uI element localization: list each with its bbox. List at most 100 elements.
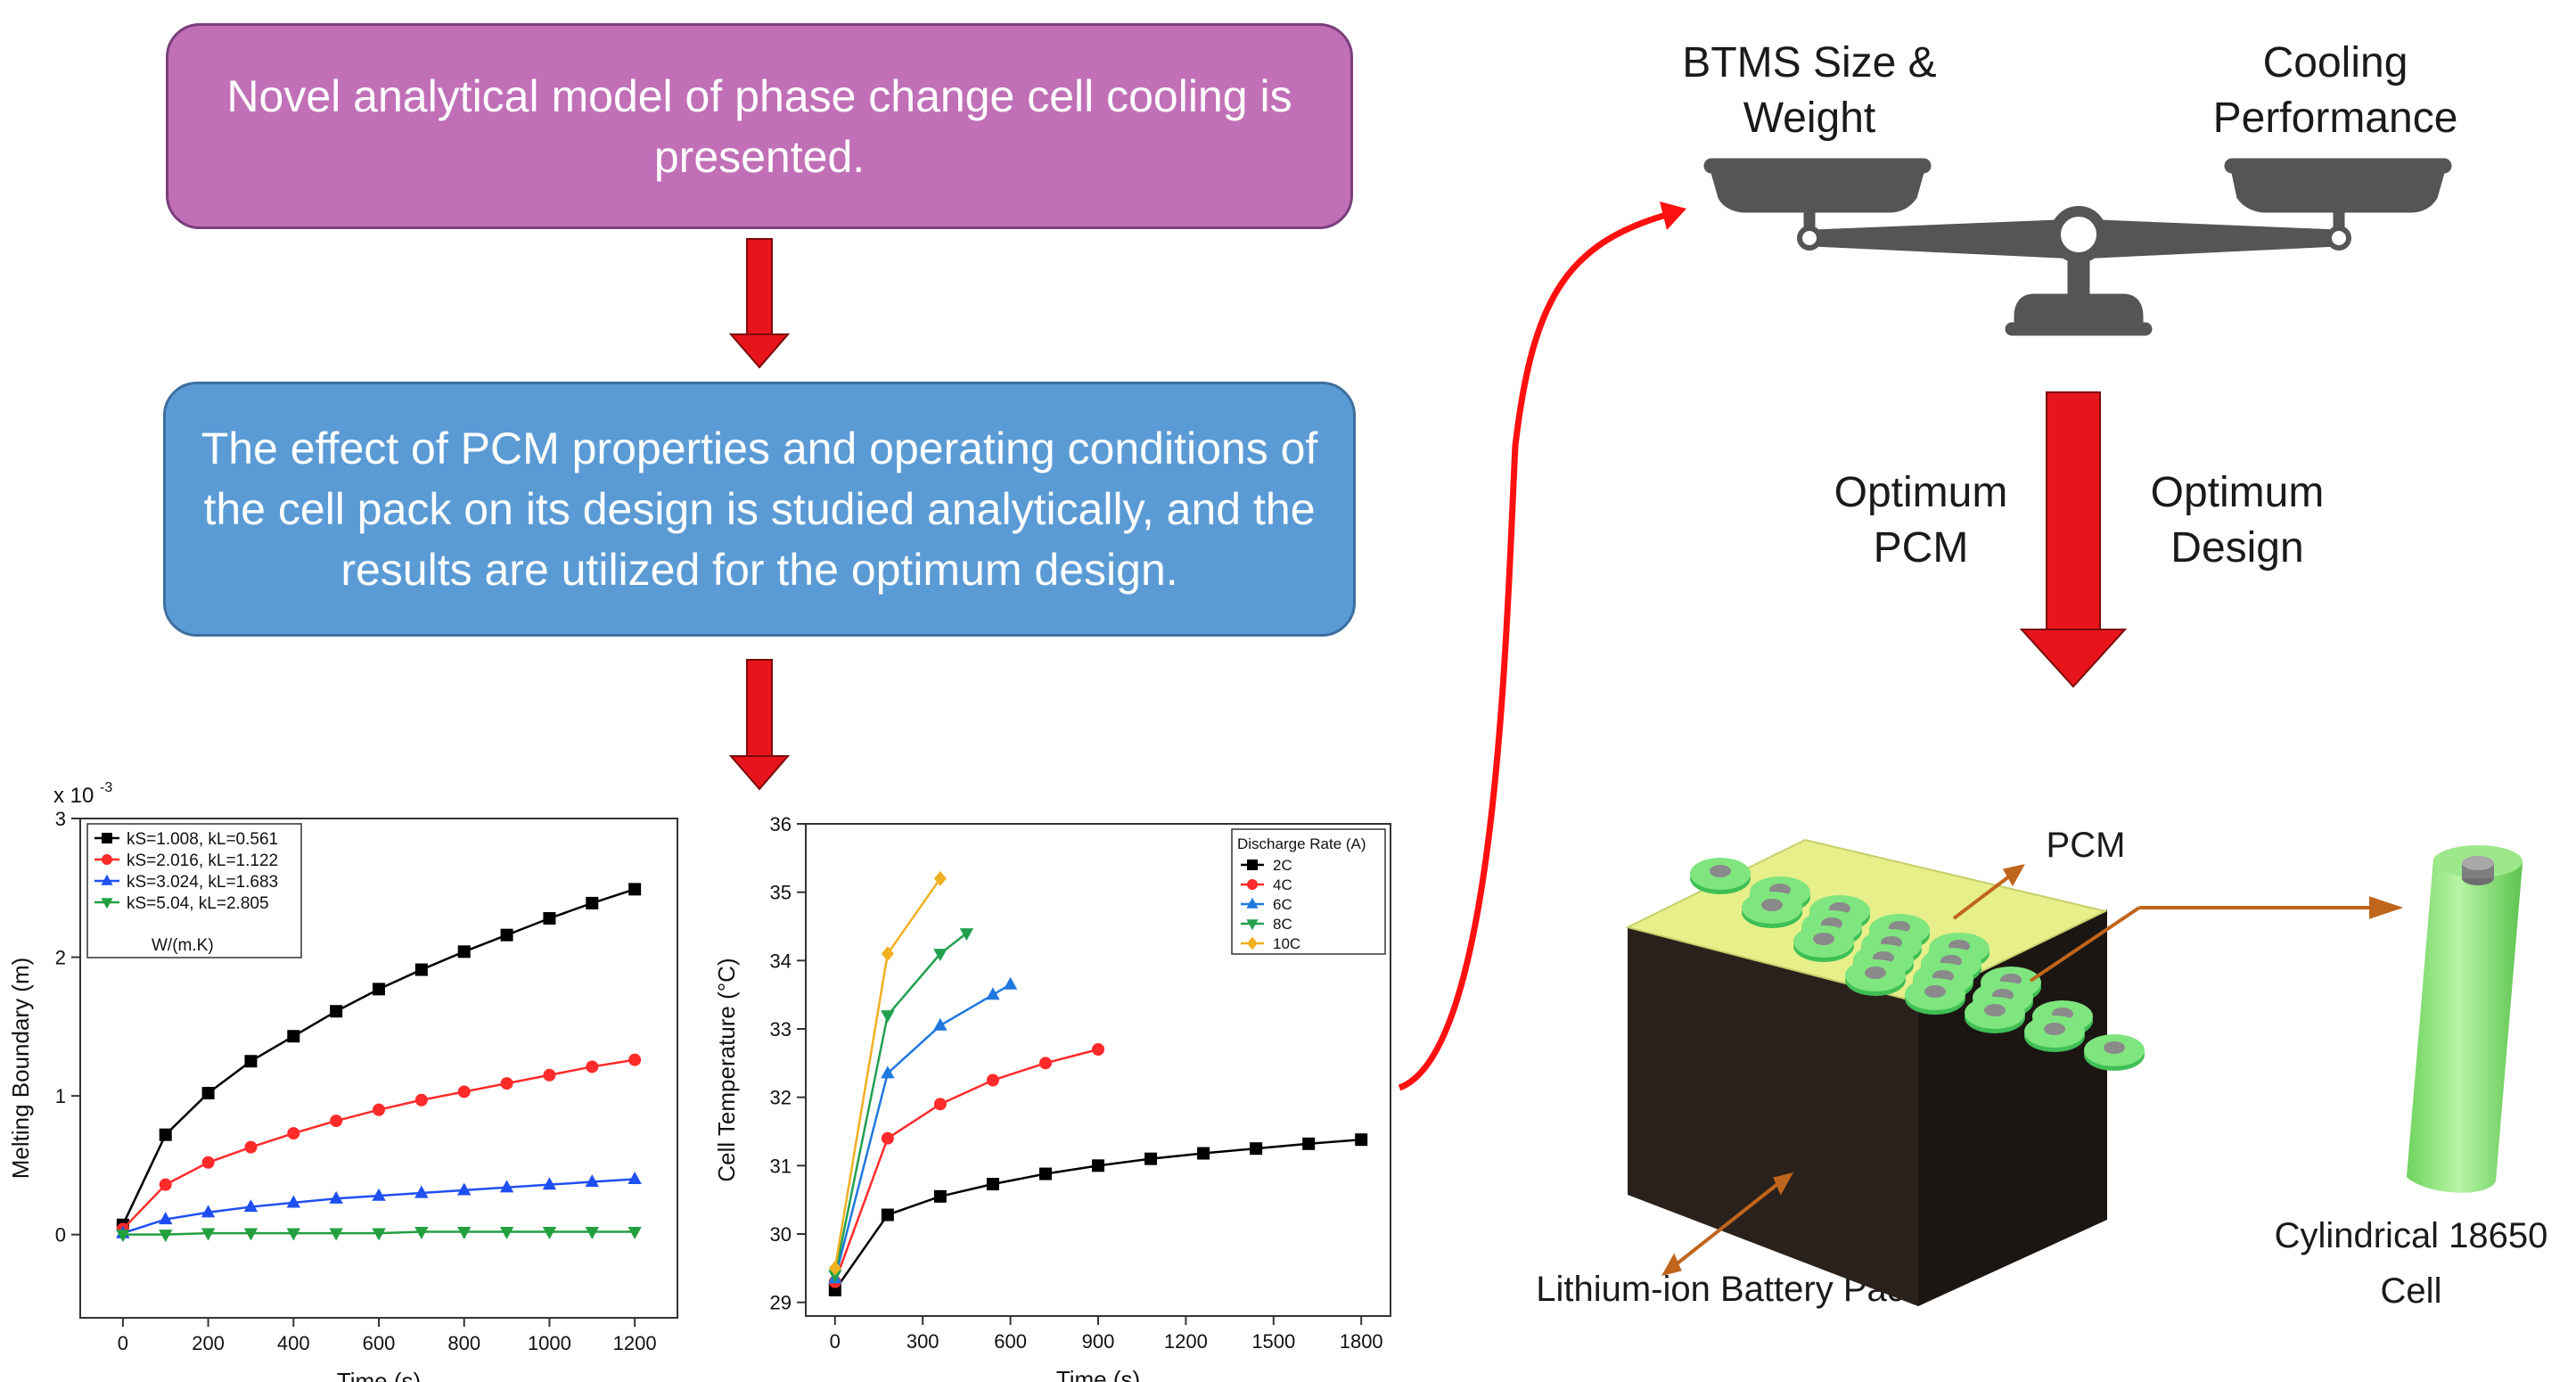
data-point: [1250, 1142, 1263, 1156]
data-point: [986, 1074, 999, 1087]
data-point: [828, 1260, 841, 1276]
y-axis-label: Melting Boundary (m): [7, 958, 34, 1180]
data-point: [586, 1060, 599, 1074]
data-point: [543, 912, 556, 925]
y-tick-label: 30: [770, 1223, 792, 1246]
x-axis-label: Time (s): [337, 1368, 421, 1382]
y-multiplier-exponent: -3: [100, 780, 112, 795]
data-point: [585, 1226, 599, 1239]
y-tick-label: 3: [55, 808, 66, 830]
curved-arrow: [1398, 209, 1677, 1091]
optimum-arrow: [2019, 391, 2128, 688]
pcm-label: PCM: [2046, 826, 2126, 865]
curved-arrow-head: [1660, 202, 1686, 230]
legend-box: [1231, 828, 1386, 955]
legend-label: 4C: [1273, 876, 1292, 893]
legend-label: kS=3.024, kL=1.683: [127, 873, 278, 892]
legend: Discharge Rate (A) 2C 4C 6C 8C 10C: [1231, 828, 1386, 955]
legend-marker: [1246, 919, 1259, 931]
data-point: [244, 1140, 258, 1154]
series-line: [122, 1178, 636, 1235]
series-line: [833, 983, 1012, 1279]
y-tick-label: 35: [770, 882, 792, 904]
data-point: [201, 1205, 216, 1218]
data-point: [881, 1065, 895, 1079]
data-point: [828, 1270, 842, 1283]
study-summary-text: The effect of PCM properties and operati…: [201, 424, 1318, 595]
data-point: [372, 1228, 386, 1241]
x-tick-label: 200: [192, 1332, 225, 1354]
legend-marker: [1247, 879, 1258, 890]
x-tick-label: 1000: [528, 1332, 571, 1354]
data-point: [986, 1178, 999, 1191]
data-point: [159, 1212, 173, 1225]
data-point: [933, 870, 947, 886]
legend-label: 2C: [1273, 857, 1292, 874]
data-point: [1302, 1137, 1316, 1150]
data-point: [286, 1228, 300, 1241]
x-tick-label: 0: [118, 1332, 128, 1354]
data-point: [457, 1226, 472, 1239]
legend: kS=1.008, kL=0.561 kS=2.016, kL=1.122 kS=3…: [86, 823, 302, 958]
y-tick-label: 32: [770, 1087, 792, 1109]
pcm-cell-terminal: [1984, 1004, 2006, 1016]
data-point: [1092, 1043, 1104, 1056]
legend-label: 8C: [1273, 916, 1292, 933]
y-tick-label: 33: [770, 1018, 792, 1041]
data-point: [330, 1005, 343, 1018]
leader-lines: [1661, 864, 2404, 1277]
data-point: [287, 1030, 300, 1043]
y-tick-label: 34: [770, 950, 792, 972]
x-tick-label: 1500: [1251, 1330, 1295, 1353]
data-point: [628, 1226, 642, 1239]
series-line: [833, 1048, 1099, 1283]
y-tick-label: 0: [55, 1224, 66, 1246]
data-point: [628, 1053, 642, 1066]
pcm-cell: [1793, 925, 1854, 962]
data-point: [628, 883, 642, 896]
data-point: [329, 1228, 343, 1241]
pcm-cell: [1742, 892, 1802, 928]
legend-box: [86, 823, 302, 958]
cylindrical-cell-icon: [2407, 845, 2523, 1193]
data-point: [881, 1010, 895, 1024]
pcm-cell: [2084, 1034, 2145, 1071]
data-point: [499, 1226, 514, 1239]
btms-size-weight-label: BTMS Size & Weight: [1682, 39, 1937, 142]
data-point: [243, 1199, 258, 1213]
data-point: [500, 1077, 513, 1090]
data-point: [243, 1228, 258, 1241]
x-tick-label: 1800: [1340, 1330, 1383, 1353]
data-point: [585, 1174, 599, 1188]
legend-marker: [102, 854, 112, 865]
series-line: [833, 932, 968, 1276]
data-point: [414, 1093, 428, 1106]
data-point: [414, 1185, 429, 1198]
data-point: [628, 1172, 642, 1185]
data-point: [414, 963, 428, 976]
pcm-cell-terminal: [1761, 899, 1783, 911]
data-point: [116, 1230, 130, 1243]
data-point: [959, 928, 974, 942]
legend-label: kS=1.008, kL=0.561: [127, 830, 278, 849]
data-point: [881, 946, 894, 962]
x-tick-label: 800: [447, 1332, 480, 1354]
y-tick-label: 36: [770, 813, 792, 835]
x-axis-label: Time (s): [1056, 1366, 1140, 1382]
data-point: [287, 1127, 300, 1140]
data-point: [542, 1177, 557, 1190]
pcm-cell-terminal: [1865, 967, 1886, 979]
data-point: [881, 1131, 894, 1145]
x-tick-label: 300: [907, 1330, 939, 1353]
x-tick-label: 1200: [1164, 1330, 1208, 1353]
data-point: [500, 928, 513, 942]
data-point: [457, 1182, 472, 1196]
x-tick-label: 400: [277, 1332, 310, 1354]
data-point: [244, 1055, 258, 1068]
balance-scale-icon: [1703, 158, 2452, 336]
optimum-pcm-label: Optimum PCM: [1834, 469, 2008, 572]
data-point: [457, 1085, 471, 1098]
data-point: [159, 1178, 172, 1191]
cylindrical-cell-label: Cylindrical 18650 Cell: [2274, 1216, 2548, 1311]
x-tick-label: 900: [1082, 1330, 1115, 1353]
